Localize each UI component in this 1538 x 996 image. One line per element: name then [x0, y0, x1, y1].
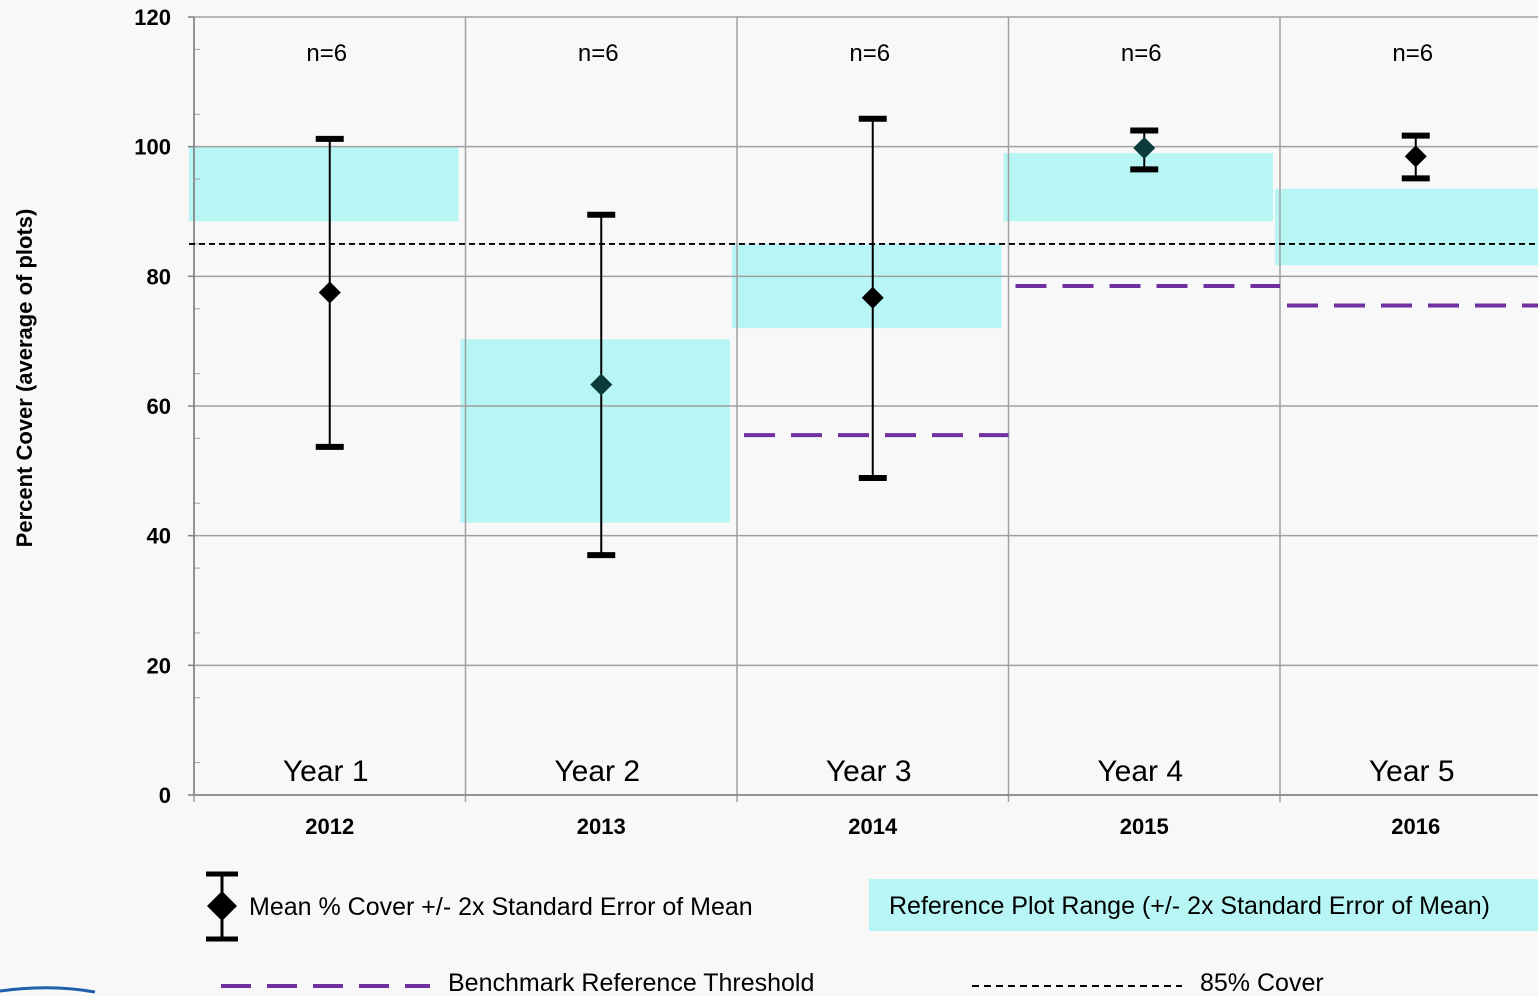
x-tick-label: 2016: [1391, 814, 1440, 839]
y-tick-label: 100: [134, 135, 171, 160]
sample-size-label: n=6: [306, 40, 347, 67]
x-tick-label: 2015: [1120, 814, 1169, 839]
mean-marker: [590, 373, 613, 396]
reference-range-band: [732, 243, 1002, 329]
legend: Mean % Cover +/- 2x Standard Error of Me…: [206, 871, 1538, 996]
legend-reference-label: Reference Plot Range (+/- 2x Standard Er…: [889, 892, 1490, 920]
reference-range-band: [1275, 188, 1538, 266]
y-tick-label: 40: [147, 524, 171, 549]
y-tick-label: 0: [159, 783, 171, 808]
mean-marker: [1133, 136, 1156, 159]
period-label: Year 4: [1097, 755, 1183, 788]
period-label: Year 5: [1369, 755, 1455, 788]
period-label: Year 2: [554, 755, 640, 788]
period-label: Year 3: [826, 755, 912, 788]
legend-reference-swatch: [869, 879, 1538, 931]
y-axis-label: Percent Cover (average of plots): [12, 209, 37, 548]
logo-swoosh: [0, 986, 96, 994]
y-tick-label: 60: [147, 394, 171, 419]
mean-marker: [1404, 145, 1427, 168]
reference-range-band: [189, 146, 459, 222]
sample-size-label: n=6: [849, 40, 890, 67]
legend-85-label: 85% Cover: [1200, 969, 1324, 996]
legend-benchmark-label: Benchmark Reference Threshold: [448, 969, 814, 996]
y-tick-label: 20: [147, 653, 171, 678]
plot-area: 0 20 40 60 80 100 120 2012 2013 2014 2015 2016 Year …: [134, 5, 1538, 839]
sample-size-label: n=6: [578, 40, 619, 67]
x-tick-label: 2012: [305, 814, 354, 839]
x-tick-label: 2014: [848, 814, 898, 839]
y-tick-label: 120: [134, 5, 171, 30]
mean-marker: [861, 286, 884, 309]
mean-marker: [318, 281, 341, 304]
y-tick-label: 80: [147, 264, 171, 289]
reference-range-band: [460, 339, 730, 523]
period-label: Year 1: [283, 755, 369, 788]
reference-range-band: [1003, 153, 1273, 222]
legend-mean-marker: [206, 871, 238, 942]
sample-size-label: n=6: [1121, 40, 1162, 67]
sample-size-label: n=6: [1392, 40, 1433, 67]
legend-mean-label: Mean % Cover +/- 2x Standard Error of Me…: [249, 893, 753, 921]
x-tick-label: 2013: [577, 814, 626, 839]
